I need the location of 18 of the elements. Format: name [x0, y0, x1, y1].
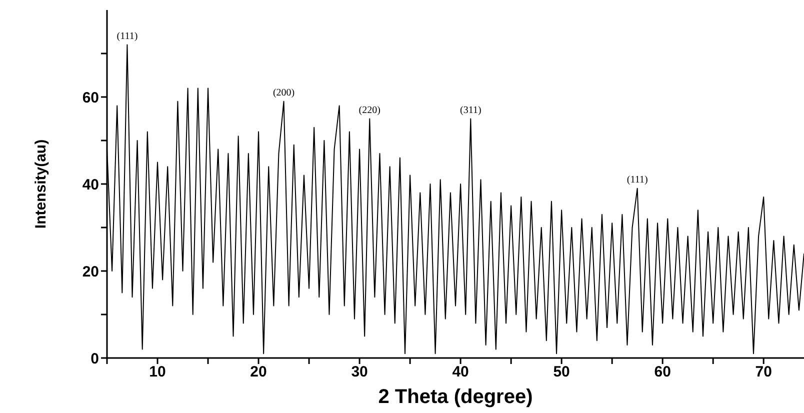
x-tick-label: 60: [654, 364, 671, 381]
y-tick-label: 40: [82, 176, 99, 194]
x-tick-label: 50: [553, 364, 570, 381]
annotation: (311): [460, 104, 482, 116]
annotation: (220): [358, 104, 380, 116]
y-axis-title: Intensity(au): [32, 139, 50, 229]
annotation: (111): [626, 174, 648, 186]
x-tick-label: 40: [452, 364, 469, 381]
x-axis-title: 2 Theta (degree): [378, 386, 533, 408]
x-tick-label: 10: [149, 364, 166, 381]
y-tick-label: 0: [90, 350, 99, 368]
annotation: (111): [116, 30, 138, 42]
x-tick-label: 20: [250, 364, 267, 381]
x-tick-label: 30: [351, 364, 368, 381]
x-tick-label: 70: [755, 364, 772, 381]
y-tick-label: 20: [82, 263, 99, 280]
y-tick-label: 60: [82, 89, 99, 106]
annotation: (200): [272, 87, 295, 98]
